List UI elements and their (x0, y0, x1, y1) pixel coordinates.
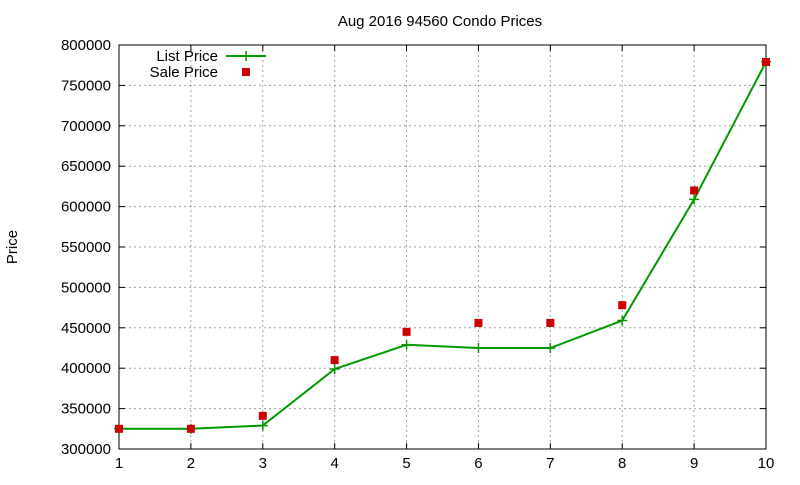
sale-price-point (115, 424, 123, 433)
list-price-point (545, 343, 556, 353)
x-tick-label: 7 (546, 455, 554, 472)
y-tick-label: 800000 (61, 37, 111, 54)
legend-label: List Price (156, 48, 218, 65)
sale-price-point (186, 424, 195, 433)
axes (118, 44, 767, 450)
list-price-point (617, 315, 628, 326)
y-axis-label: Price (4, 230, 21, 264)
sale-price-point (330, 356, 339, 365)
x-tick-label: 8 (618, 455, 626, 472)
series-layer (114, 56, 771, 434)
x-tick-label: 1 (115, 455, 123, 472)
x-tick-label: 4 (330, 455, 338, 472)
list-price-point (329, 364, 340, 375)
y-tick-label: 600000 (61, 199, 111, 216)
series-sale-price (115, 57, 770, 433)
y-tick-label: 500000 (61, 279, 111, 296)
list-price-point (689, 194, 700, 205)
grid (119, 45, 766, 449)
list-price-point (401, 339, 412, 350)
list-price-point (473, 343, 484, 353)
y-tick-label: 700000 (61, 118, 111, 135)
y-tick-label: 350000 (61, 401, 111, 418)
x-tick-label: 6 (474, 455, 482, 472)
x-tick-label: 2 (187, 455, 195, 472)
x-tick-label: 3 (259, 455, 267, 472)
legend-swatch-square (242, 68, 250, 76)
sale-price-point (402, 327, 411, 336)
y-tick-label: 550000 (61, 239, 111, 256)
y-tick-label: 450000 (61, 320, 111, 337)
plot-border (118, 44, 767, 450)
x-tick-label: 10 (758, 455, 775, 472)
sale-price-point (690, 186, 699, 195)
chart-title: Aug 2016 94560 Condo Prices (338, 13, 542, 30)
sale-price-point (762, 57, 770, 66)
sale-price-point (546, 318, 555, 327)
tick-labels: 1 2 3 4 5 6 7 8 9 10 300000 350000 400000 450000 50000… (61, 37, 774, 472)
series-list-price (114, 56, 771, 434)
y-tick-label: 650000 (61, 158, 111, 175)
sale-price-point (258, 411, 267, 420)
x-tick-label: 9 (690, 455, 698, 472)
y-tick-label: 300000 (61, 441, 111, 458)
list-price-line (119, 61, 767, 430)
y-tick-label: 750000 (61, 77, 111, 94)
y-tick-label: 400000 (61, 360, 111, 377)
sale-price-point (474, 318, 483, 327)
sale-price-point (618, 301, 627, 310)
x-tick-label: 5 (402, 455, 410, 472)
list-price-point (257, 420, 268, 431)
legend-swatch-cross (241, 51, 251, 61)
legend-label: Sale Price (150, 64, 218, 81)
